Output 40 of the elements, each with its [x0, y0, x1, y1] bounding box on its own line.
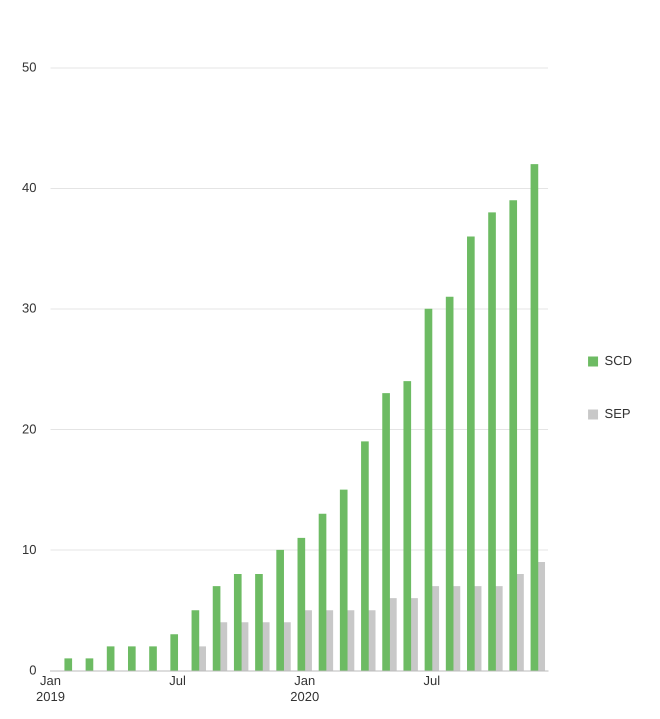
bar — [86, 658, 94, 671]
bar — [255, 574, 263, 671]
bar — [530, 164, 538, 671]
y-tick-label: 40 — [22, 180, 36, 196]
bar — [361, 441, 369, 671]
bar — [128, 646, 136, 671]
bar — [304, 610, 312, 671]
y-tick-label: 50 — [22, 60, 36, 75]
bar — [509, 200, 518, 671]
bar — [234, 574, 242, 671]
bar — [276, 550, 284, 671]
legend-label: SEP — [604, 406, 631, 422]
bar — [446, 296, 454, 671]
bar — [368, 610, 376, 671]
bar — [198, 646, 206, 671]
legend-label: SCD — [604, 353, 632, 368]
bar — [403, 381, 412, 671]
bar — [106, 646, 114, 671]
bar — [340, 490, 348, 671]
bar — [149, 646, 157, 671]
bar — [192, 610, 200, 671]
bar — [424, 308, 432, 671]
x-tick-label: Jan 2020 — [290, 673, 320, 704]
bar — [170, 634, 178, 671]
bar — [488, 212, 496, 671]
x-tick-label: Jul — [424, 673, 440, 688]
bar — [382, 393, 390, 671]
bar — [318, 514, 326, 671]
bar — [298, 538, 306, 671]
bar — [537, 562, 546, 671]
x-tick-label: Jul — [169, 673, 186, 688]
x-tick-label: Jan 2019 — [36, 673, 65, 704]
bar — [64, 658, 72, 671]
bar — [474, 586, 482, 671]
y-tick-label: 10 — [22, 542, 36, 557]
y-tick-label: 30 — [22, 300, 36, 316]
bar — [467, 236, 475, 671]
y-tick-label: 0 — [29, 662, 36, 678]
bar — [212, 586, 220, 671]
y-tick-label: 20 — [22, 421, 36, 436]
